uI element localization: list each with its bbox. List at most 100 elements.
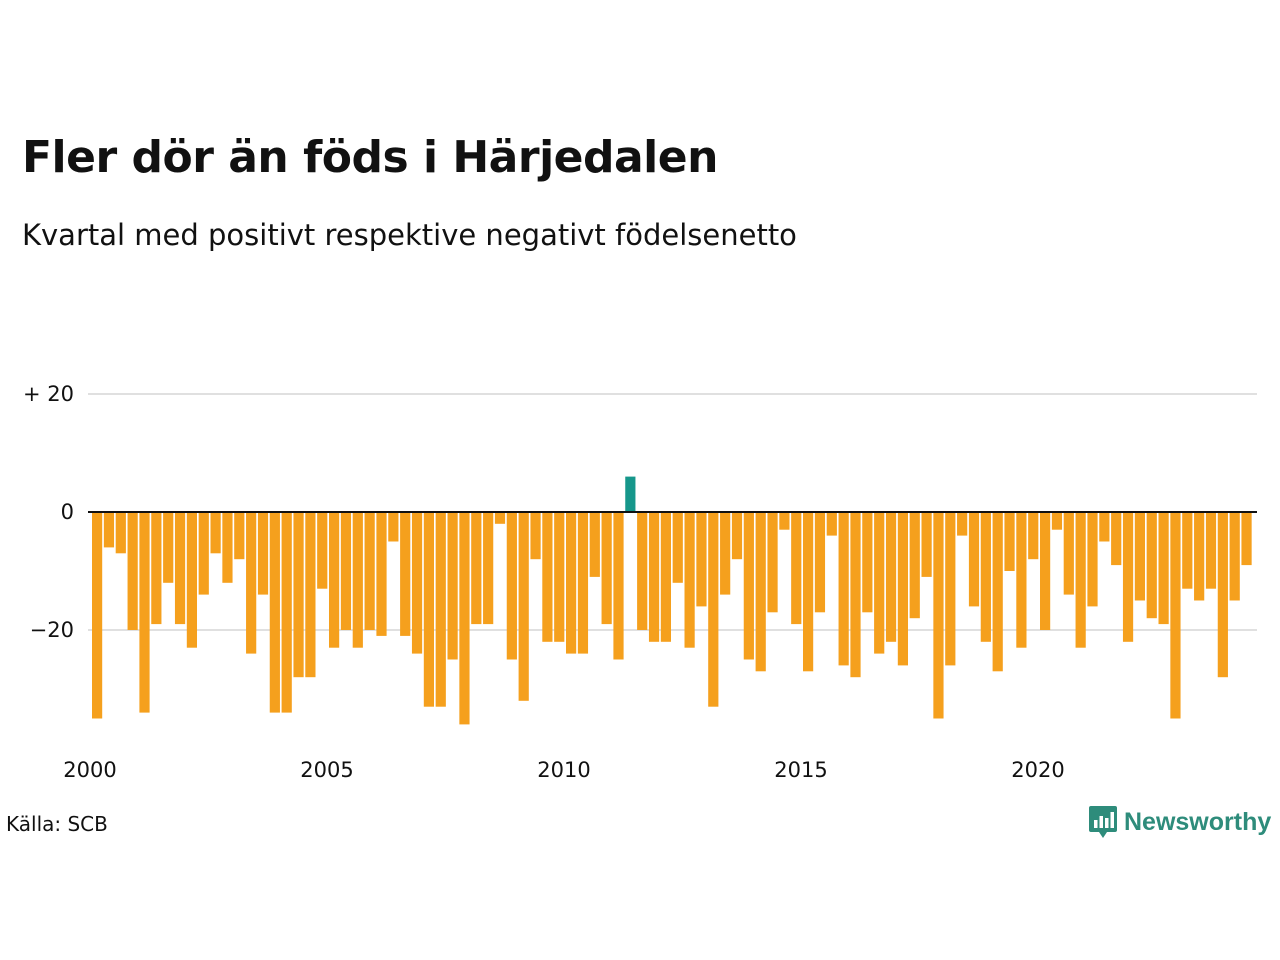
bar	[506, 512, 517, 660]
bar	[1087, 512, 1098, 607]
bar	[1028, 512, 1039, 560]
bar	[743, 512, 754, 660]
bar	[103, 512, 115, 548]
y-axis-labels: + 20 0 −20	[23, 382, 74, 642]
bar	[1241, 512, 1252, 566]
bar	[613, 512, 624, 660]
bar	[530, 512, 541, 560]
bar	[1170, 512, 1181, 719]
bar	[850, 512, 861, 678]
bar	[411, 512, 423, 654]
bars	[92, 476, 1252, 725]
bar	[1016, 512, 1027, 648]
bar	[1075, 512, 1086, 648]
bar	[684, 512, 695, 648]
x-tick-label: 2000	[63, 758, 116, 782]
bar	[1122, 512, 1134, 642]
bar	[1229, 512, 1240, 601]
bar	[980, 512, 991, 642]
bar	[400, 512, 411, 636]
bar	[269, 512, 280, 713]
bar	[1063, 512, 1074, 595]
bar	[423, 512, 434, 707]
bar	[1134, 512, 1145, 601]
bar	[293, 512, 304, 678]
x-tick-label: 2010	[537, 758, 590, 782]
y-tick-label: 0	[61, 500, 74, 524]
bar	[1217, 512, 1228, 678]
bar	[921, 512, 932, 577]
bar	[1182, 512, 1193, 589]
newsworthy-logo-icon	[1089, 806, 1117, 838]
chart-title: Fler dör än föds i Härjedalen	[22, 132, 718, 183]
bar	[862, 512, 873, 613]
bar	[198, 512, 209, 595]
bar	[1040, 512, 1051, 630]
bar	[566, 512, 577, 654]
bar	[92, 512, 103, 719]
bar	[1051, 512, 1063, 530]
x-tick-label: 2020	[1011, 758, 1064, 782]
bar	[1205, 512, 1217, 589]
bar	[459, 512, 470, 725]
bar	[471, 512, 482, 625]
bar	[340, 512, 352, 630]
bar	[838, 512, 849, 666]
bar	[708, 512, 719, 707]
bar	[601, 512, 612, 625]
bar	[589, 512, 600, 577]
x-tick-label: 2015	[774, 758, 827, 782]
y-tick-label: −20	[30, 618, 74, 642]
brand-name: Newsworthy	[1124, 807, 1272, 836]
bar	[696, 512, 707, 607]
bar	[637, 512, 648, 630]
bar	[281, 512, 292, 713]
bar	[1004, 512, 1015, 571]
bar	[494, 512, 506, 524]
bar	[222, 512, 233, 583]
bar	[826, 512, 837, 536]
bar	[767, 512, 778, 613]
bar	[814, 512, 826, 613]
bar	[660, 512, 671, 642]
bar	[897, 512, 908, 666]
bar	[186, 512, 197, 648]
bar	[329, 512, 340, 648]
bar	[115, 512, 126, 554]
bar	[1111, 512, 1122, 566]
bar	[1194, 512, 1205, 601]
bar	[672, 512, 683, 583]
bar	[257, 512, 269, 595]
bar	[554, 512, 565, 642]
bar	[246, 512, 257, 654]
bar	[174, 512, 186, 625]
bar	[779, 512, 790, 530]
x-axis-labels: 2000 2005 2010 2015 2020	[63, 758, 1064, 782]
bar	[625, 476, 636, 512]
bar	[791, 512, 802, 625]
brand-logo[interactable]: Newsworthy	[1088, 804, 1271, 840]
bar	[577, 512, 589, 654]
bar	[305, 512, 316, 678]
bar	[483, 512, 494, 625]
bar	[992, 512, 1003, 672]
bar	[352, 512, 363, 648]
bar	[151, 512, 162, 625]
bar	[435, 512, 446, 707]
bar	[234, 512, 245, 560]
bar	[210, 512, 221, 554]
bar	[968, 512, 980, 607]
bar	[376, 512, 387, 636]
source-note: Källa: SCB	[6, 812, 108, 836]
bar	[731, 512, 743, 560]
bar	[1099, 512, 1110, 542]
bar	[163, 512, 174, 583]
bar	[1158, 512, 1169, 625]
bar	[945, 512, 956, 666]
y-tick-label: + 20	[23, 382, 74, 406]
bar	[909, 512, 920, 619]
bar	[1146, 512, 1157, 619]
x-tick-label: 2005	[300, 758, 353, 782]
bar	[720, 512, 731, 595]
